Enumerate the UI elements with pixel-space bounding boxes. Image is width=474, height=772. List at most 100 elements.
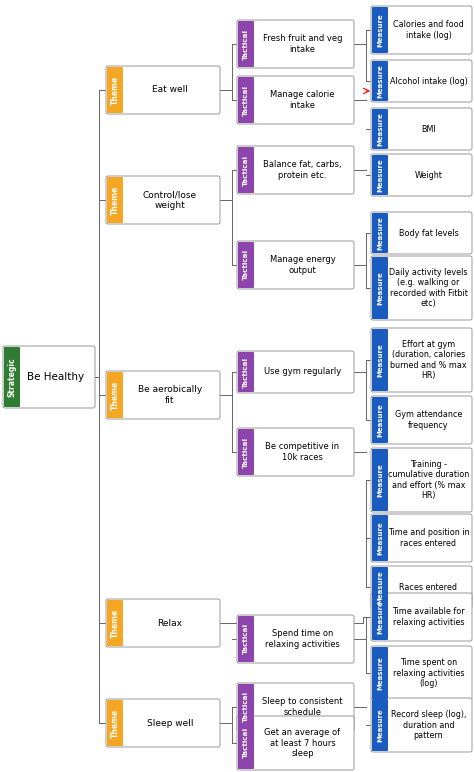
Text: Theme: Theme [110, 608, 119, 638]
FancyBboxPatch shape [107, 67, 123, 113]
FancyBboxPatch shape [106, 371, 220, 419]
FancyBboxPatch shape [238, 717, 254, 769]
Text: Manage calorie
intake: Manage calorie intake [270, 90, 335, 110]
FancyBboxPatch shape [371, 108, 472, 150]
Text: Theme: Theme [110, 185, 119, 215]
Text: Tactical: Tactical [243, 436, 249, 468]
Text: Theme: Theme [110, 709, 119, 737]
Text: Be competitive in
10k races: Be competitive in 10k races [265, 442, 339, 462]
FancyBboxPatch shape [238, 616, 254, 662]
FancyBboxPatch shape [238, 147, 254, 193]
Text: Manage energy
output: Manage energy output [270, 256, 336, 275]
Text: Measure: Measure [377, 271, 383, 305]
Text: Be aerobically
fit: Be aerobically fit [138, 385, 202, 405]
Text: Measure: Measure [377, 158, 383, 192]
Text: Measure: Measure [377, 600, 383, 634]
Text: Strategic: Strategic [8, 357, 17, 397]
FancyBboxPatch shape [107, 700, 123, 746]
FancyBboxPatch shape [237, 146, 354, 194]
Text: Fresh fruit and veg
intake: Fresh fruit and veg intake [263, 34, 342, 54]
FancyBboxPatch shape [106, 176, 220, 224]
FancyBboxPatch shape [106, 699, 220, 747]
FancyBboxPatch shape [371, 396, 472, 444]
FancyBboxPatch shape [238, 21, 254, 67]
FancyBboxPatch shape [107, 600, 123, 646]
FancyBboxPatch shape [372, 61, 388, 101]
Text: Daily activity levels
(e.g. walking or
recorded with Fitbit
etc): Daily activity levels (e.g. walking or r… [389, 268, 468, 308]
Text: Body fat levels: Body fat levels [399, 229, 458, 238]
FancyBboxPatch shape [4, 347, 20, 407]
FancyBboxPatch shape [371, 6, 472, 54]
Text: Sleep well: Sleep well [147, 719, 193, 727]
FancyBboxPatch shape [371, 593, 472, 641]
FancyBboxPatch shape [106, 599, 220, 647]
FancyBboxPatch shape [237, 20, 354, 68]
Text: Measure: Measure [377, 112, 383, 146]
FancyBboxPatch shape [106, 66, 220, 114]
FancyBboxPatch shape [237, 428, 354, 476]
Text: Tactical: Tactical [243, 249, 249, 280]
Text: Time and position in
races entered: Time and position in races entered [388, 528, 469, 547]
Text: Be Healthy: Be Healthy [27, 372, 84, 382]
FancyBboxPatch shape [371, 698, 472, 752]
FancyBboxPatch shape [372, 397, 388, 443]
FancyBboxPatch shape [371, 514, 472, 562]
FancyBboxPatch shape [237, 76, 354, 124]
Text: Tactical: Tactical [243, 692, 249, 723]
Text: Training -
cumulative duration
and effort (% max
HR): Training - cumulative duration and effor… [388, 460, 469, 500]
Text: Relax: Relax [157, 618, 182, 628]
Text: Tactical: Tactical [243, 29, 249, 59]
Text: Time available for
relaxing activities: Time available for relaxing activities [392, 608, 465, 627]
Text: Balance fat, carbs,
protein etc.: Balance fat, carbs, protein etc. [263, 161, 342, 180]
Text: Measure: Measure [377, 13, 383, 47]
FancyBboxPatch shape [371, 154, 472, 196]
Text: Record sleep (log),
duration and
pattern: Record sleep (log), duration and pattern [391, 710, 466, 740]
Text: Control/lose
weight: Control/lose weight [143, 191, 197, 210]
Text: Theme: Theme [110, 76, 119, 105]
FancyBboxPatch shape [371, 566, 472, 608]
Text: Effort at gym
(duration, calories
burned and % max
HR): Effort at gym (duration, calories burned… [390, 340, 467, 380]
FancyBboxPatch shape [372, 155, 388, 195]
Text: Races entered: Races entered [400, 583, 457, 591]
Text: Tactical: Tactical [243, 357, 249, 388]
FancyBboxPatch shape [371, 60, 472, 102]
FancyBboxPatch shape [372, 594, 388, 640]
FancyBboxPatch shape [372, 109, 388, 149]
Text: Tactical: Tactical [243, 84, 249, 116]
Text: Calories and food
intake (log): Calories and food intake (log) [393, 20, 464, 39]
FancyBboxPatch shape [107, 177, 123, 223]
FancyBboxPatch shape [371, 448, 472, 512]
FancyBboxPatch shape [372, 7, 388, 53]
FancyBboxPatch shape [372, 647, 388, 699]
Text: Use gym regularly: Use gym regularly [264, 367, 341, 377]
Text: Spend time on
relaxing activities: Spend time on relaxing activities [265, 629, 340, 648]
FancyBboxPatch shape [238, 429, 254, 475]
Text: Measure: Measure [377, 403, 383, 437]
Text: Tactical: Tactical [243, 154, 249, 185]
FancyBboxPatch shape [371, 212, 472, 254]
Text: Eat well: Eat well [152, 86, 188, 94]
FancyBboxPatch shape [372, 329, 388, 391]
Text: Measure: Measure [377, 521, 383, 555]
FancyBboxPatch shape [107, 372, 123, 418]
FancyBboxPatch shape [372, 515, 388, 561]
Text: Theme: Theme [110, 381, 119, 410]
Text: Measure: Measure [377, 343, 383, 377]
Text: Measure: Measure [377, 708, 383, 742]
Text: Time spent on
relaxing activities
(log): Time spent on relaxing activities (log) [393, 658, 464, 688]
Text: Measure: Measure [377, 571, 383, 604]
Text: Measure: Measure [377, 64, 383, 98]
FancyBboxPatch shape [238, 242, 254, 288]
FancyBboxPatch shape [237, 351, 354, 393]
FancyBboxPatch shape [237, 615, 354, 663]
FancyBboxPatch shape [238, 352, 254, 392]
Text: BMI: BMI [421, 124, 436, 134]
Text: Get an average of
at least 7 hours
sleep: Get an average of at least 7 hours sleep [264, 728, 340, 758]
Text: Measure: Measure [377, 463, 383, 497]
FancyBboxPatch shape [372, 213, 388, 253]
FancyBboxPatch shape [238, 77, 254, 123]
Text: Tactical: Tactical [243, 727, 249, 759]
FancyBboxPatch shape [372, 257, 388, 319]
FancyBboxPatch shape [237, 241, 354, 289]
FancyBboxPatch shape [371, 646, 472, 700]
